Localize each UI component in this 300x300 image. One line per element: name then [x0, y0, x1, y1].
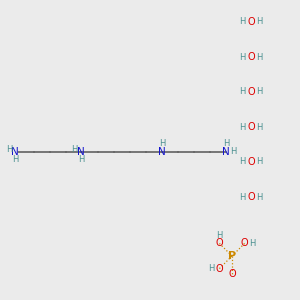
Text: H: H	[239, 158, 245, 166]
Text: H: H	[230, 148, 236, 157]
Text: H: H	[223, 140, 229, 148]
Text: H: H	[256, 122, 262, 131]
Text: O: O	[247, 157, 255, 167]
Text: H: H	[159, 140, 165, 148]
Text: H: H	[249, 239, 256, 248]
Text: H: H	[256, 17, 262, 26]
Text: H: H	[12, 154, 18, 164]
Text: H: H	[239, 88, 245, 97]
Text: H: H	[256, 193, 262, 202]
Text: O: O	[241, 238, 248, 248]
Text: H: H	[208, 264, 214, 273]
Text: O: O	[247, 192, 255, 202]
Text: H: H	[256, 52, 262, 62]
Text: H: H	[256, 158, 262, 166]
Text: O: O	[247, 122, 255, 132]
Text: N: N	[11, 147, 19, 157]
Text: O: O	[247, 87, 255, 97]
Text: H: H	[256, 88, 262, 97]
Text: N: N	[158, 147, 166, 157]
Text: N: N	[222, 147, 230, 157]
Text: H: H	[239, 52, 245, 62]
Text: N: N	[77, 147, 85, 157]
Text: O: O	[216, 264, 223, 274]
Text: O: O	[216, 238, 223, 248]
Text: P: P	[228, 251, 236, 261]
Text: H: H	[239, 17, 245, 26]
Text: H: H	[6, 146, 12, 154]
Text: H: H	[216, 231, 223, 240]
Text: O: O	[228, 269, 236, 279]
Text: H: H	[239, 122, 245, 131]
Text: H: H	[78, 154, 84, 164]
Text: H: H	[239, 193, 245, 202]
Text: H: H	[71, 146, 77, 154]
Text: O: O	[247, 17, 255, 27]
Text: O: O	[247, 52, 255, 62]
